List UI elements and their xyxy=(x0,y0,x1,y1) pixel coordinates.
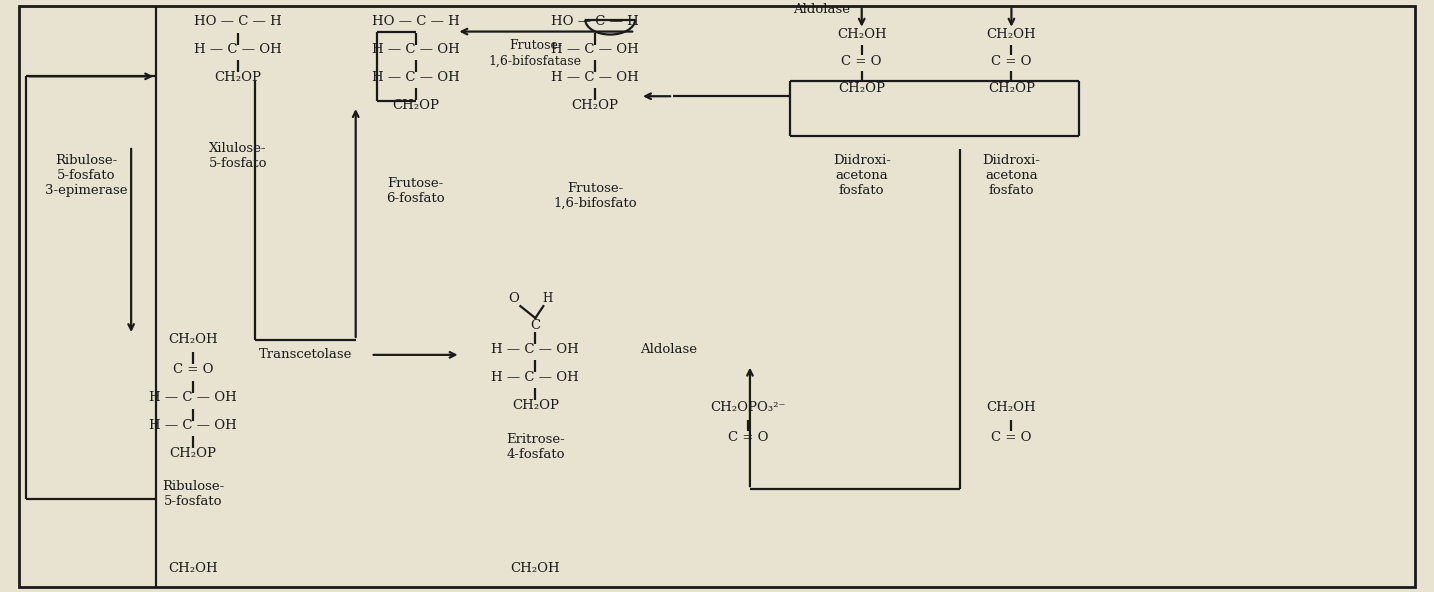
Text: H — C — OH: H — C — OH xyxy=(149,391,237,404)
Text: H: H xyxy=(542,292,552,305)
Text: HO — C — H: HO — C — H xyxy=(551,15,640,28)
Text: CH₂OP: CH₂OP xyxy=(988,82,1035,95)
Text: CH₂OP: CH₂OP xyxy=(215,71,261,84)
Text: C = O: C = O xyxy=(727,431,769,444)
Text: CH₂OP: CH₂OP xyxy=(512,399,559,412)
Text: CH₂OH: CH₂OH xyxy=(511,562,561,575)
Text: Transcetolase: Transcetolase xyxy=(260,348,353,361)
Text: H — C — OH: H — C — OH xyxy=(492,343,579,356)
Text: CH₂OH: CH₂OH xyxy=(168,333,218,346)
Text: CH₂OP: CH₂OP xyxy=(169,447,217,460)
Text: C = O: C = O xyxy=(991,431,1031,444)
Text: Aldolase: Aldolase xyxy=(793,3,850,16)
Text: H — C — OH: H — C — OH xyxy=(551,43,640,56)
Text: H — C — OH: H — C — OH xyxy=(194,43,282,56)
Text: H — C — OH: H — C — OH xyxy=(371,71,459,84)
Text: CH₂OH: CH₂OH xyxy=(837,28,886,41)
Text: H — C — OH: H — C — OH xyxy=(149,419,237,432)
Text: CH₂OH: CH₂OH xyxy=(987,401,1037,414)
Text: H — C — OH: H — C — OH xyxy=(551,71,640,84)
Text: C = O: C = O xyxy=(991,55,1031,68)
Text: H — C — OH: H — C — OH xyxy=(371,43,459,56)
Text: O: O xyxy=(508,292,519,305)
Text: CH₂OP: CH₂OP xyxy=(839,82,885,95)
Text: H — C — OH: H — C — OH xyxy=(492,371,579,384)
Text: Diidroxi-
acetona
fosfato: Diidroxi- acetona fosfato xyxy=(982,155,1040,197)
Text: CH₂OP: CH₂OP xyxy=(391,99,439,112)
Text: CH₂OPO₃²⁻: CH₂OPO₃²⁻ xyxy=(710,401,786,414)
Text: CH₂OP: CH₂OP xyxy=(572,99,618,112)
Text: CH₂OH: CH₂OH xyxy=(987,28,1037,41)
Text: C: C xyxy=(531,318,541,332)
Text: Ribulose-
5-fosfato
3-epimerase: Ribulose- 5-fosfato 3-epimerase xyxy=(44,155,128,197)
Text: Frutose-
6-fosfato: Frutose- 6-fosfato xyxy=(386,177,445,205)
Text: Frutose-
1,6-bifosfatase: Frutose- 1,6-bifosfatase xyxy=(489,40,582,67)
Text: HO — C — H: HO — C — H xyxy=(371,15,459,28)
Text: Xilulose-
5-fosfato: Xilulose- 5-fosfato xyxy=(209,142,267,170)
Text: CH₂OH: CH₂OH xyxy=(168,562,218,575)
Text: Frutose-
1,6-bifosfato: Frutose- 1,6-bifosfato xyxy=(554,182,637,210)
Text: C = O: C = O xyxy=(172,363,214,377)
Text: HO — C — H: HO — C — H xyxy=(194,15,282,28)
Text: Ribulose-
5-fosfato: Ribulose- 5-fosfato xyxy=(162,480,224,508)
Text: C = O: C = O xyxy=(842,55,882,68)
Text: Aldolase: Aldolase xyxy=(640,343,697,356)
Text: Diidroxi-
acetona
fosfato: Diidroxi- acetona fosfato xyxy=(833,155,891,197)
Text: Eritrose-
4-fosfato: Eritrose- 4-fosfato xyxy=(506,433,565,461)
